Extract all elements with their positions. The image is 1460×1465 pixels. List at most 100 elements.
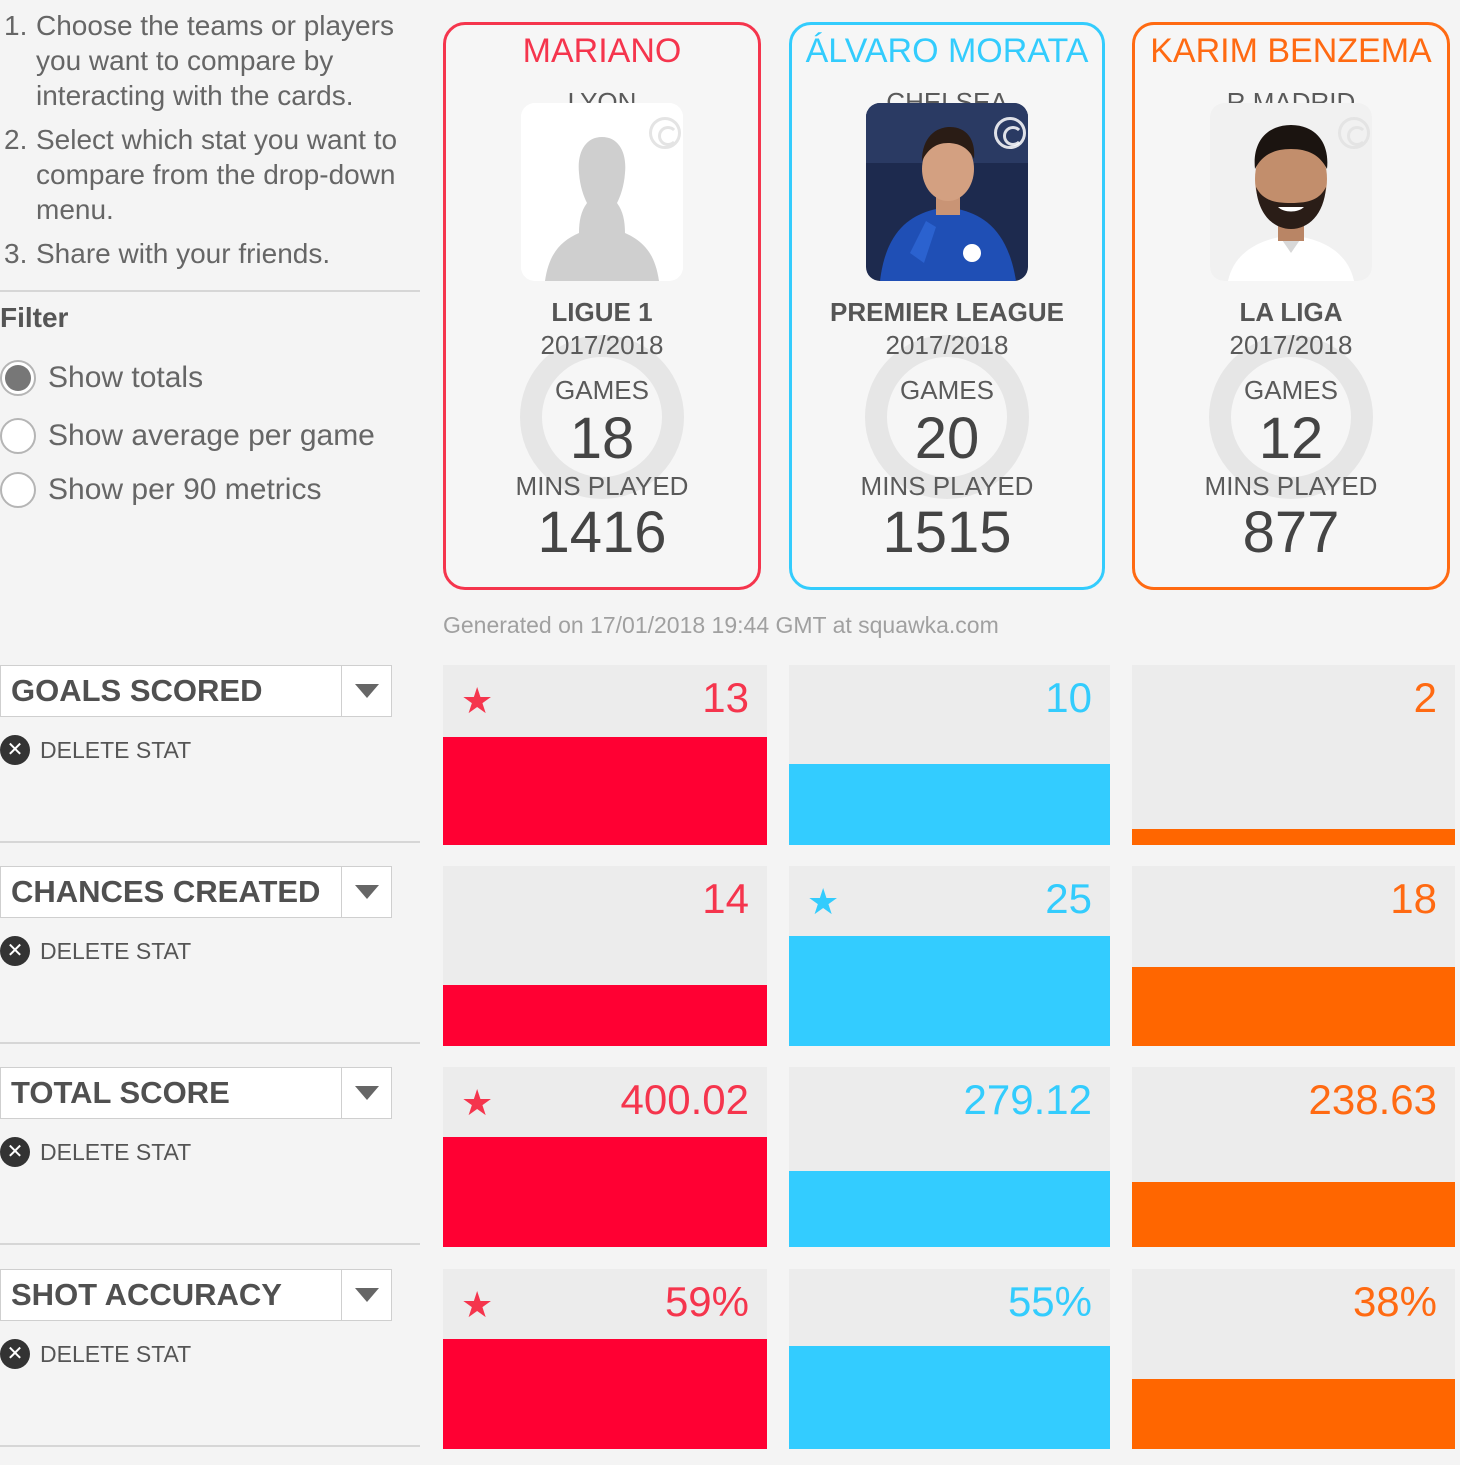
games-value: 12 bbox=[1258, 406, 1324, 471]
instruction-number: 2. bbox=[4, 124, 28, 155]
stat-cell: ★ 59% bbox=[443, 1269, 767, 1449]
chevron-down-icon[interactable] bbox=[341, 1270, 391, 1320]
mins-played-label: MINS PLAYED bbox=[515, 471, 689, 501]
stat-cell: ★ 55% bbox=[789, 1269, 1110, 1449]
stat-bar bbox=[1132, 829, 1455, 845]
stat-row-chances-created: CHANCES CREATED ✕ DELETE STAT ★ 14 ★ 25 … bbox=[0, 866, 1460, 1046]
player-league: LIGUE 1 bbox=[551, 297, 653, 327]
stat-value: 400.02 bbox=[620, 1076, 749, 1123]
stat-bar bbox=[443, 1137, 767, 1247]
mins-played-value: 877 bbox=[1242, 500, 1340, 565]
player-league: LA LIGA bbox=[1239, 297, 1343, 327]
stat-value: 10 bbox=[1045, 674, 1092, 721]
season: 2017/2018 bbox=[1229, 330, 1353, 360]
stat-cell: ★ 18 bbox=[1132, 866, 1455, 1046]
mins-played-label: MINS PLAYED bbox=[1204, 471, 1378, 501]
games-value: 20 bbox=[914, 406, 980, 471]
stat-bar bbox=[1132, 967, 1455, 1046]
delete-stat-label: DELETE STAT bbox=[40, 1138, 192, 1165]
mins-played-value: 1515 bbox=[882, 500, 1012, 565]
season: 2017/2018 bbox=[885, 330, 1009, 360]
stat-value: 238.63 bbox=[1308, 1076, 1437, 1123]
chevron-down-icon[interactable] bbox=[341, 666, 391, 716]
divider bbox=[0, 1042, 420, 1044]
swap-player-icon[interactable] bbox=[649, 117, 681, 149]
stat-bar bbox=[1132, 1182, 1455, 1247]
best-star-icon: ★ bbox=[807, 881, 840, 922]
player-photo[interactable] bbox=[866, 103, 1028, 281]
swap-player-icon[interactable] bbox=[994, 117, 1026, 149]
stat-cell: ★ 238.63 bbox=[1132, 1067, 1455, 1247]
swap-player-icon[interactable] bbox=[1338, 117, 1370, 149]
stat-cell: ★ 400.02 bbox=[443, 1067, 767, 1247]
stat-value: 279.12 bbox=[963, 1076, 1092, 1123]
stat-cell: ★ 2 bbox=[1132, 665, 1455, 845]
stat-cell: ★ 25 bbox=[789, 866, 1110, 1046]
instruction-item: 3. Share with your friends. bbox=[4, 236, 424, 271]
delete-stat-label: DELETE STAT bbox=[40, 736, 192, 763]
instruction-text: Choose the teams or players you want to … bbox=[36, 10, 394, 111]
stat-cell: ★ 38% bbox=[1132, 1269, 1455, 1449]
stat-cell: ★ 10 bbox=[789, 665, 1110, 845]
divider bbox=[0, 1445, 420, 1447]
stat-value: 38% bbox=[1352, 1278, 1437, 1325]
delete-stat-label: DELETE STAT bbox=[40, 937, 192, 964]
stat-bar bbox=[1132, 1379, 1455, 1449]
player-card-mariano[interactable]: MARIANO LYON LIGUE 1 2017/2018 GAMES 18 … bbox=[443, 22, 761, 590]
divider bbox=[0, 1243, 420, 1245]
generated-timestamp: Generated on 17/01/2018 19:44 GMT at squ… bbox=[443, 612, 999, 638]
player-league: PREMIER LEAGUE bbox=[829, 297, 1065, 327]
player-name: KARIM BENZEMA bbox=[1150, 32, 1432, 70]
delete-stat-button[interactable]: ✕ DELETE STAT bbox=[0, 1339, 191, 1369]
radio-button[interactable] bbox=[0, 472, 36, 508]
radio-selected-dot bbox=[5, 365, 31, 391]
divider bbox=[0, 290, 420, 292]
divider bbox=[0, 841, 420, 843]
filter-option-per90[interactable]: Show per 90 metrics bbox=[0, 472, 321, 508]
close-icon: ✕ bbox=[0, 1339, 30, 1369]
player-name: MARIANO bbox=[522, 32, 682, 70]
stat-value: 25 bbox=[1045, 875, 1092, 922]
delete-stat-button[interactable]: ✕ DELETE STAT bbox=[0, 735, 191, 765]
stat-bar bbox=[789, 936, 1110, 1046]
radio-button[interactable] bbox=[0, 418, 36, 454]
best-star-icon: ★ bbox=[461, 680, 494, 721]
instruction-item: 1. Choose the teams or players you want … bbox=[4, 8, 424, 113]
games-label: GAMES bbox=[555, 375, 649, 405]
stat-bar bbox=[789, 1171, 1110, 1247]
player-photo[interactable] bbox=[521, 103, 683, 281]
filter-option-label: Show average per game bbox=[48, 419, 375, 452]
mins-played-value: 1416 bbox=[537, 500, 667, 565]
best-star-icon: ★ bbox=[461, 1082, 494, 1123]
best-star-icon: ★ bbox=[461, 1284, 494, 1325]
stat-dropdown[interactable]: GOALS SCORED bbox=[0, 665, 392, 717]
stat-bar bbox=[443, 985, 767, 1046]
stat-bar bbox=[789, 1346, 1110, 1449]
delete-stat-label: DELETE STAT bbox=[40, 1340, 192, 1367]
delete-stat-button[interactable]: ✕ DELETE STAT bbox=[0, 936, 191, 966]
stat-cell: ★ 13 bbox=[443, 665, 767, 845]
close-icon: ✕ bbox=[0, 1137, 30, 1167]
chevron-down-icon[interactable] bbox=[341, 1068, 391, 1118]
filter-heading: Filter bbox=[0, 302, 69, 333]
player-card-morata[interactable]: ÁLVARO MORATA CHELSEA PREMIER LEAGUE 201… bbox=[789, 22, 1105, 590]
stat-value: 18 bbox=[1390, 875, 1437, 922]
stat-dropdown[interactable]: SHOT ACCURACY bbox=[0, 1269, 392, 1321]
stat-dropdown-label: TOTAL SCORE bbox=[11, 1075, 230, 1110]
instruction-number: 3. bbox=[4, 238, 28, 269]
player-card-benzema[interactable]: KARIM BENZEMA R MADRID LA LIGA 2017/2018… bbox=[1132, 22, 1450, 590]
games-label: GAMES bbox=[900, 375, 994, 405]
stat-value: 2 bbox=[1413, 674, 1437, 721]
instruction-item: 2. Select which stat you want to compare… bbox=[4, 122, 424, 227]
radio-button[interactable] bbox=[0, 360, 36, 396]
filter-option-totals[interactable]: Show totals bbox=[0, 360, 203, 396]
chevron-down-icon[interactable] bbox=[341, 867, 391, 917]
instructions-list: 1. Choose the teams or players you want … bbox=[4, 8, 424, 280]
stat-dropdown[interactable]: CHANCES CREATED bbox=[0, 866, 392, 918]
delete-stat-button[interactable]: ✕ DELETE STAT bbox=[0, 1137, 191, 1167]
stat-bar bbox=[789, 764, 1110, 845]
stat-dropdown[interactable]: TOTAL SCORE bbox=[0, 1067, 392, 1119]
player-photo[interactable] bbox=[1210, 103, 1372, 281]
stat-bar bbox=[443, 737, 767, 845]
filter-option-average[interactable]: Show average per game bbox=[0, 418, 375, 454]
